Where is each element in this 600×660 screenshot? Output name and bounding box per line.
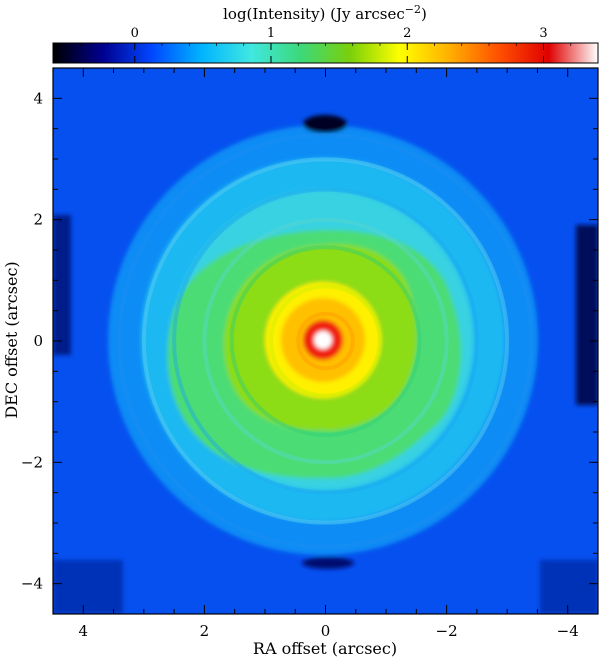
x-axis-ticks	[52, 68, 599, 614]
colorbar-tick-label: 3	[539, 26, 547, 41]
y-tick-label: 2	[33, 211, 43, 229]
bottom-right-dark	[540, 560, 598, 614]
x-tick-label: 0	[321, 622, 331, 640]
y-tick-label: −2	[21, 453, 43, 471]
colorbar-label: log(Intensity) (Jy arcsec−2)	[223, 3, 427, 23]
colorbar-tick-label: 1	[267, 26, 275, 41]
y-axis-tick-labels: −4 −2 0 2 4	[21, 89, 43, 592]
intensity-ring	[141, 157, 510, 525]
bottom-left-dark	[53, 560, 123, 614]
x-tick-label: 2	[200, 622, 210, 640]
intensity-image	[53, 68, 598, 614]
y-tick-label: 0	[33, 332, 43, 350]
peak-white	[314, 331, 332, 349]
colorbar-tick-label: 0	[131, 26, 139, 41]
ring-overlay	[117, 133, 534, 549]
left-edge-dark	[53, 215, 71, 355]
x-axis-label: RA offset (arcsec)	[253, 639, 397, 658]
y-axis-label: DEC offset (arcsec)	[2, 261, 21, 418]
x-tick-label: 4	[79, 622, 89, 640]
intensity-ring	[202, 217, 449, 465]
x-tick-label: −2	[436, 622, 458, 640]
x-tick-label: −4	[557, 622, 579, 640]
right-edge-dark	[576, 225, 598, 405]
top-dark-blob	[303, 115, 347, 133]
colorbar-tick-label: 2	[403, 26, 411, 41]
colorbar-tick-labels: 0 1 2 3	[131, 26, 548, 41]
y-tick-label: −4	[21, 575, 43, 593]
intensity-ring	[229, 245, 422, 437]
y-axis-ticks	[53, 67, 598, 615]
y-tick-label: 4	[33, 89, 43, 107]
colorbar-ticks	[52, 43, 599, 63]
intensity-ring	[172, 187, 479, 495]
bottom-dark-blob	[302, 557, 354, 569]
intensity-ring	[117, 133, 534, 549]
intensity-ring	[269, 284, 382, 398]
x-axis-tick-labels: 4 2 0 −2 −4	[79, 622, 579, 640]
colorbar: log(Intensity) (Jy arcsec−2) 0 1 2 3	[52, 3, 599, 64]
intensity-ring	[296, 311, 355, 371]
